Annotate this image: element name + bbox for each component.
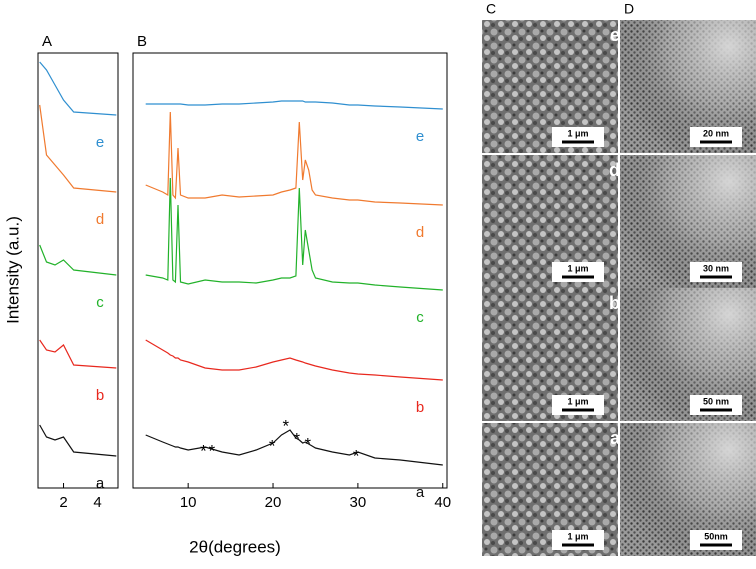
series-label: b [96,387,104,404]
panel-label: A [42,33,52,50]
x-tick-label: 2 [59,494,67,511]
scale-bar-label: 30 nm [703,263,729,273]
series-line [145,339,443,381]
series-label: c [96,294,104,311]
x-tick-label: 20 [265,494,282,511]
scale-bar-label: 1 μm [567,531,588,541]
x-tick-label: 10 [180,494,197,511]
series-label: a [416,484,425,501]
plot-frame [132,52,448,489]
series-label: d [416,224,424,241]
series-line [145,100,443,110]
series-label: b [416,399,424,416]
series-label: a [96,475,105,492]
peak-marker: * [282,416,289,435]
series-line [39,424,117,457]
series-line [145,429,443,466]
row-label: b [609,293,620,313]
scale-bar-label: 50nm [704,531,728,541]
scale-bar-label: 20 nm [703,128,729,138]
row-label: a [610,428,621,448]
plot-frame [37,52,119,489]
x-tick-label: 40 [434,494,451,511]
peak-marker: * [200,441,207,460]
panel-label: B [137,33,147,50]
row-label: d [609,160,620,180]
series-line [145,111,443,206]
micrographs: C D 1 μm 20 nm e 1 μm 30 nm d 1 μm 50 nm b 1 μm 50nm… [482,1,756,556]
peak-marker: * [305,434,312,453]
series-label: d [96,211,104,228]
series-label: e [416,128,424,145]
scale-bar-label: 1 μm [567,263,588,273]
peak-marker: * [293,429,300,448]
scale-bar-label: 1 μm [567,128,588,138]
series-line [39,339,117,369]
series-line [145,177,443,291]
peak-marker: * [353,446,360,465]
row-label: e [610,25,620,45]
x-tick-label: 4 [93,494,101,511]
x-tick-label: 30 [350,494,367,511]
peak-marker: * [209,441,216,460]
x-axis-label: 2θ(degrees) [189,537,281,556]
series-line [39,104,117,193]
series-line [39,61,117,116]
scale-bar-label: 50 nm [703,396,729,406]
peak-marker: * [269,436,276,455]
series-label: e [96,134,104,151]
column-label: D [624,1,634,17]
column-label: C [486,1,496,17]
y-axis-label: Intensity (a.u.) [3,216,22,324]
scale-bar-label: 1 μm [567,396,588,406]
series-line [39,244,117,276]
series-label: c [416,309,424,326]
